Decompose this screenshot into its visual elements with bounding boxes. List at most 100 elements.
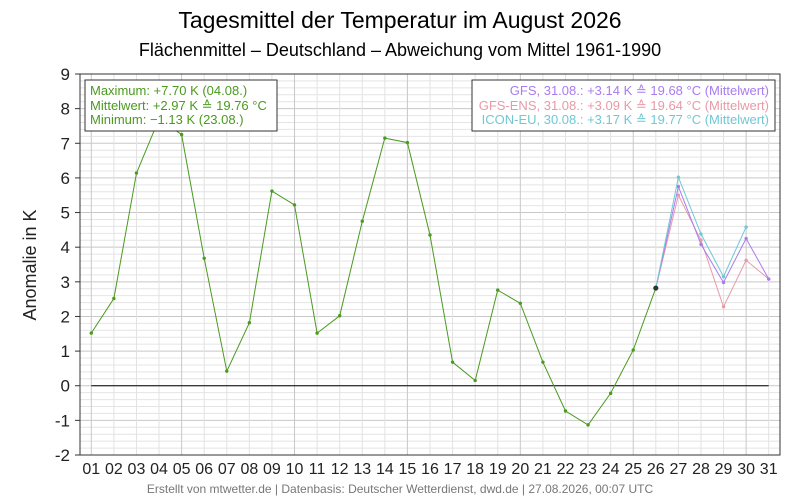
data-point-observed [292, 203, 297, 207]
series-line-observed [90, 118, 657, 426]
data-point-gfs_ens [721, 305, 726, 309]
data-point-gfs [744, 236, 748, 241]
legend-gfs: GFS, 31.08.: +3.14 K ≙ 19.68 °C (Mittelw… [510, 83, 769, 98]
data-point-icon_eu [721, 274, 726, 279]
stats-mean: Mittelwert: +2.97 K ≙ 19.76 °C [90, 98, 267, 113]
chart-subtitle: Flächenmittel – Deutschland – Abweichung… [139, 40, 661, 60]
data-point-observed [179, 132, 184, 137]
legend-icon-eu: ICON-EU, 30.08.: +3.17 K ≙ 19.77 °C (Mit… [482, 112, 769, 127]
data-point-observed [134, 171, 139, 175]
legend-gfs-ens: GFS-ENS, 31.08.: +3.09 K ≙ 19.64 °C (Mit… [479, 98, 769, 113]
stats-max: Maximum: +7.70 K (04.08.) [90, 83, 247, 98]
y-tick-label: 9 [61, 65, 70, 84]
x-tick-label: 23 [579, 461, 597, 478]
x-tick-label: 08 [240, 461, 258, 478]
x-tick-label: 17 [444, 461, 462, 478]
x-tick-label: 05 [173, 461, 191, 478]
plot-frame [79, 73, 781, 456]
data-point-observed [225, 369, 229, 373]
data-point-observed [518, 301, 523, 305]
y-tick-label: 5 [61, 204, 70, 223]
y-tick-label: -2 [55, 446, 70, 465]
y-tick-label: 8 [61, 100, 70, 119]
data-point-observed [496, 288, 500, 292]
data-point-observed [360, 219, 364, 223]
x-tick-label: 07 [218, 461, 236, 478]
x-tick-label: 20 [511, 461, 529, 478]
stats-box-frame [84, 79, 278, 132]
data-point-observed [247, 320, 252, 325]
y-tick-label: 3 [61, 273, 70, 292]
x-tick-label: 03 [128, 461, 146, 478]
data-point-gfs_ens [676, 193, 681, 197]
data-point-observed [586, 423, 590, 427]
data-point-observed [450, 360, 455, 364]
x-tick-label: 01 [82, 461, 100, 478]
x-tick-label: 19 [489, 461, 507, 478]
data-point-observed [631, 348, 635, 352]
y-axis-label: Anomalie in K [20, 209, 40, 320]
x-tick-label: 15 [399, 461, 417, 478]
data-point-observed [315, 331, 319, 335]
x-tick-label: 14 [376, 461, 394, 478]
x-tick-label: 24 [602, 461, 620, 478]
x-tick-label: 11 [309, 461, 326, 478]
y-tick-label: -1 [55, 411, 70, 430]
x-tick-label: 04 [150, 461, 168, 478]
stats-min: Minimum: −1.13 K (23.08.) [90, 112, 244, 127]
data-point-observed [541, 360, 545, 364]
data-point-icon_eu [699, 232, 703, 236]
forecast-start-point [653, 285, 659, 291]
data-point-icon_eu [676, 175, 681, 179]
x-tick-label: 10 [286, 461, 304, 478]
y-tick-label: 0 [61, 377, 70, 396]
data-point-gfs [699, 242, 703, 247]
x-tick-label: 21 [534, 461, 552, 478]
data-point-observed [405, 140, 410, 145]
x-tick-label: 27 [669, 461, 687, 478]
y-tick-label: 7 [61, 134, 70, 153]
data-point-observed [563, 409, 568, 413]
x-tick-label: 16 [421, 461, 439, 478]
data-point-icon_eu [744, 225, 748, 229]
data-point-gfs [676, 184, 681, 189]
x-tick-label: 26 [647, 461, 665, 478]
series-line-gfs_ens [655, 193, 770, 309]
y-tick-label: 2 [61, 307, 70, 326]
x-tick-label: 28 [692, 461, 710, 478]
data-point-observed [473, 378, 477, 383]
forecast-legend-frame [471, 79, 776, 132]
x-tick-label: 18 [466, 461, 484, 478]
stats-box: Maximum: +7.70 K (04.08.) Mittelwert: +2… [84, 79, 278, 132]
data-point-observed [89, 331, 93, 335]
data-point-observed [202, 256, 206, 260]
data-point-gfs_ens [744, 258, 748, 263]
x-tick-label: 31 [760, 461, 778, 478]
data-point-observed [428, 233, 432, 237]
x-tick-label: 12 [331, 461, 349, 478]
forecast-legend: GFS, 31.08.: +3.14 K ≙ 19.68 °C (Mittelw… [471, 79, 776, 132]
data-point-observed [337, 314, 342, 318]
data-point-observed [112, 296, 116, 301]
x-tick-label: 02 [105, 461, 123, 478]
y-tick-label: 4 [61, 238, 70, 257]
data-point-gfs [721, 280, 726, 285]
series-line-gfs [655, 184, 770, 289]
data-point-observed [608, 391, 613, 396]
y-tick-label: 6 [61, 169, 70, 188]
grid [80, 73, 780, 456]
y-tick-label: 1 [61, 342, 70, 361]
x-tick-label: 25 [624, 461, 642, 478]
data-point-observed [383, 136, 387, 140]
data-point-gfs [767, 277, 771, 281]
x-tick-label: 30 [737, 461, 755, 478]
x-tick-label: 13 [353, 461, 371, 478]
data-point-observed [270, 189, 274, 193]
x-tick-label: 09 [263, 461, 281, 478]
chart-footer: Erstellt von mtwetter.de | Datenbasis: D… [147, 482, 654, 496]
x-tick-label: 22 [557, 461, 575, 478]
x-tick-label: 29 [715, 461, 733, 478]
